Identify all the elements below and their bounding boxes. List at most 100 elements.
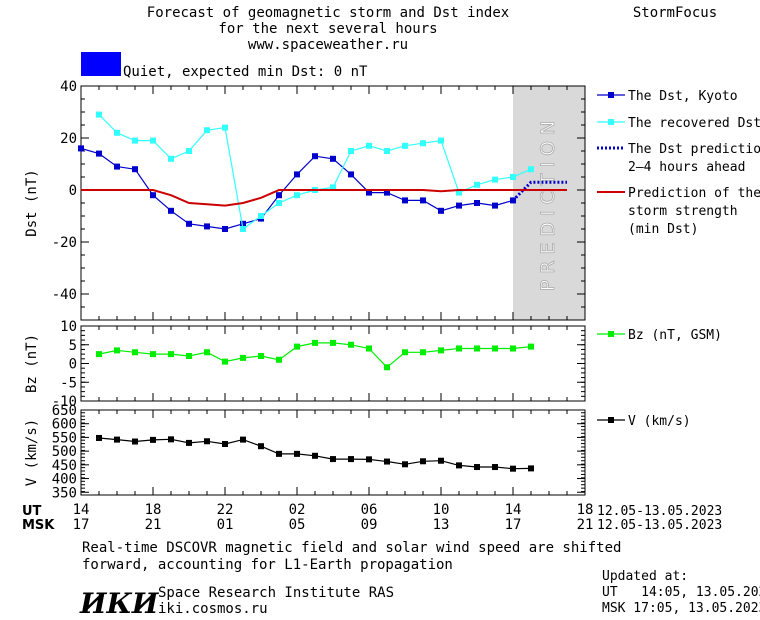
y-tick-label: 0 (69, 357, 77, 373)
x-tick-label-ut: 02 (289, 502, 306, 518)
point-dst_recovered (132, 137, 138, 144)
updated-ut: UT 14:05, 13.05.2023 (602, 585, 760, 600)
point-bz (420, 349, 426, 356)
point-dst_kyoto (204, 223, 210, 230)
point-v (438, 457, 444, 464)
point-bz (528, 343, 534, 350)
legend-label-dst_prediction: The Dst prediction (628, 142, 760, 157)
y-tick-label: 500 (52, 444, 77, 460)
point-v (366, 456, 372, 463)
msk-date-label: 12.05-13.05.2023 (597, 518, 722, 533)
point-dst_recovered (96, 111, 102, 118)
point-v (348, 456, 354, 463)
point-bz (348, 341, 354, 348)
panel-frame (80, 325, 586, 402)
y-tick-label: 40 (60, 79, 77, 95)
point-dst_recovered (276, 200, 282, 206)
point-v (330, 456, 336, 463)
point-dst_recovered (240, 226, 246, 232)
point-v (222, 441, 228, 447)
point-dst_kyoto (114, 163, 120, 170)
point-bz (240, 354, 246, 361)
point-v (96, 434, 102, 441)
legend-label-storm_strength: storm strength (628, 204, 738, 219)
y-tick-label: 350 (52, 485, 77, 501)
point-v (492, 464, 498, 471)
x-tick-label-msk: 13 (433, 517, 450, 533)
x-tick-label-ut: 06 (361, 502, 378, 518)
point-v (384, 458, 390, 465)
org-name: Space Research Institute RAS (158, 585, 394, 601)
x-tick-label-ut: 10 (433, 502, 450, 518)
point-bz (132, 349, 138, 356)
point-bz (492, 345, 498, 352)
point-dst_recovered (330, 184, 336, 191)
x-tick-label-msk: 09 (361, 517, 378, 533)
legend-label-bz: Bz (nT, GSM) (628, 328, 722, 343)
legend-label-dst_recovered: The recovered Dst (628, 116, 760, 131)
point-dst_recovered (258, 213, 264, 219)
x-tick-label-msk: 05 (289, 517, 306, 533)
point-v (420, 458, 426, 465)
x-tick-label-ut: 22 (217, 502, 234, 518)
point-dst_recovered (456, 189, 462, 196)
point-dst_recovered (402, 142, 408, 149)
point-bz (204, 349, 210, 356)
y-tick-label: 600 (52, 417, 77, 433)
y-tick-label: -40 (52, 287, 77, 303)
y-tick-label: -10 (52, 394, 77, 410)
point-dst_recovered (186, 148, 192, 154)
point-dst_kyoto (330, 155, 336, 162)
point-v (258, 443, 264, 450)
point-bz (168, 351, 174, 358)
point-bz (438, 347, 444, 354)
msk-axis-label: MSK (22, 518, 55, 533)
point-dst_kyoto (150, 192, 156, 199)
point-dst_kyoto (168, 207, 174, 214)
legend-marker-bz (608, 331, 614, 337)
point-bz (510, 345, 516, 352)
point-bz (474, 345, 480, 352)
point-dst_kyoto (510, 197, 516, 204)
point-dst_recovered (474, 181, 480, 188)
point-dst_kyoto (240, 220, 246, 227)
x-tick-label-ut: 18 (577, 502, 594, 518)
point-dst_kyoto (456, 202, 462, 209)
title-line1: Forecast of geomagnetic storm and Dst in… (147, 5, 509, 21)
point-dst_recovered (114, 129, 120, 136)
legend-marker-dst_recovered (608, 119, 614, 125)
point-v (474, 464, 480, 471)
point-bz (222, 358, 228, 365)
point-v (312, 452, 318, 459)
point-bz (186, 353, 192, 359)
point-bz (456, 345, 462, 352)
prediction-band-label: PREDICTION (537, 115, 559, 292)
x-tick-label-msk: 21 (577, 517, 594, 533)
status-swatch (81, 52, 121, 76)
point-dst_kyoto (78, 145, 84, 152)
x-tick-label-msk: 17 (505, 517, 522, 533)
point-dst_recovered (294, 192, 300, 199)
point-v (186, 439, 192, 446)
point-dst_kyoto (492, 202, 498, 209)
x-tick-label-msk: 21 (145, 517, 162, 533)
y-tick-label: 400 (52, 472, 77, 488)
point-v (150, 436, 156, 443)
y-axis-title: Bz (nT) (24, 334, 40, 393)
ut-date-label: 12.05-13.05.2023 (597, 504, 722, 519)
updated-label: Updated at: (602, 569, 688, 584)
x-tick-label-ut: 14 (505, 502, 522, 518)
legend-label-dst_prediction: 2–4 hours ahead (628, 160, 745, 175)
point-dst_kyoto (348, 171, 354, 178)
x-tick-label-msk: 17 (73, 517, 90, 533)
point-dst_recovered (168, 155, 174, 162)
point-dst_recovered (510, 174, 516, 180)
point-dst_recovered (438, 137, 444, 144)
footer-note-line2: forward, accounting for L1-Earth propaga… (82, 557, 453, 573)
y-tick-label: 0 (69, 183, 77, 199)
point-bz (312, 339, 318, 346)
point-dst_kyoto (222, 226, 228, 232)
point-dst_kyoto (420, 197, 426, 204)
series-line-storm_strength (81, 189, 567, 207)
x-tick-label-ut: 18 (145, 502, 162, 518)
